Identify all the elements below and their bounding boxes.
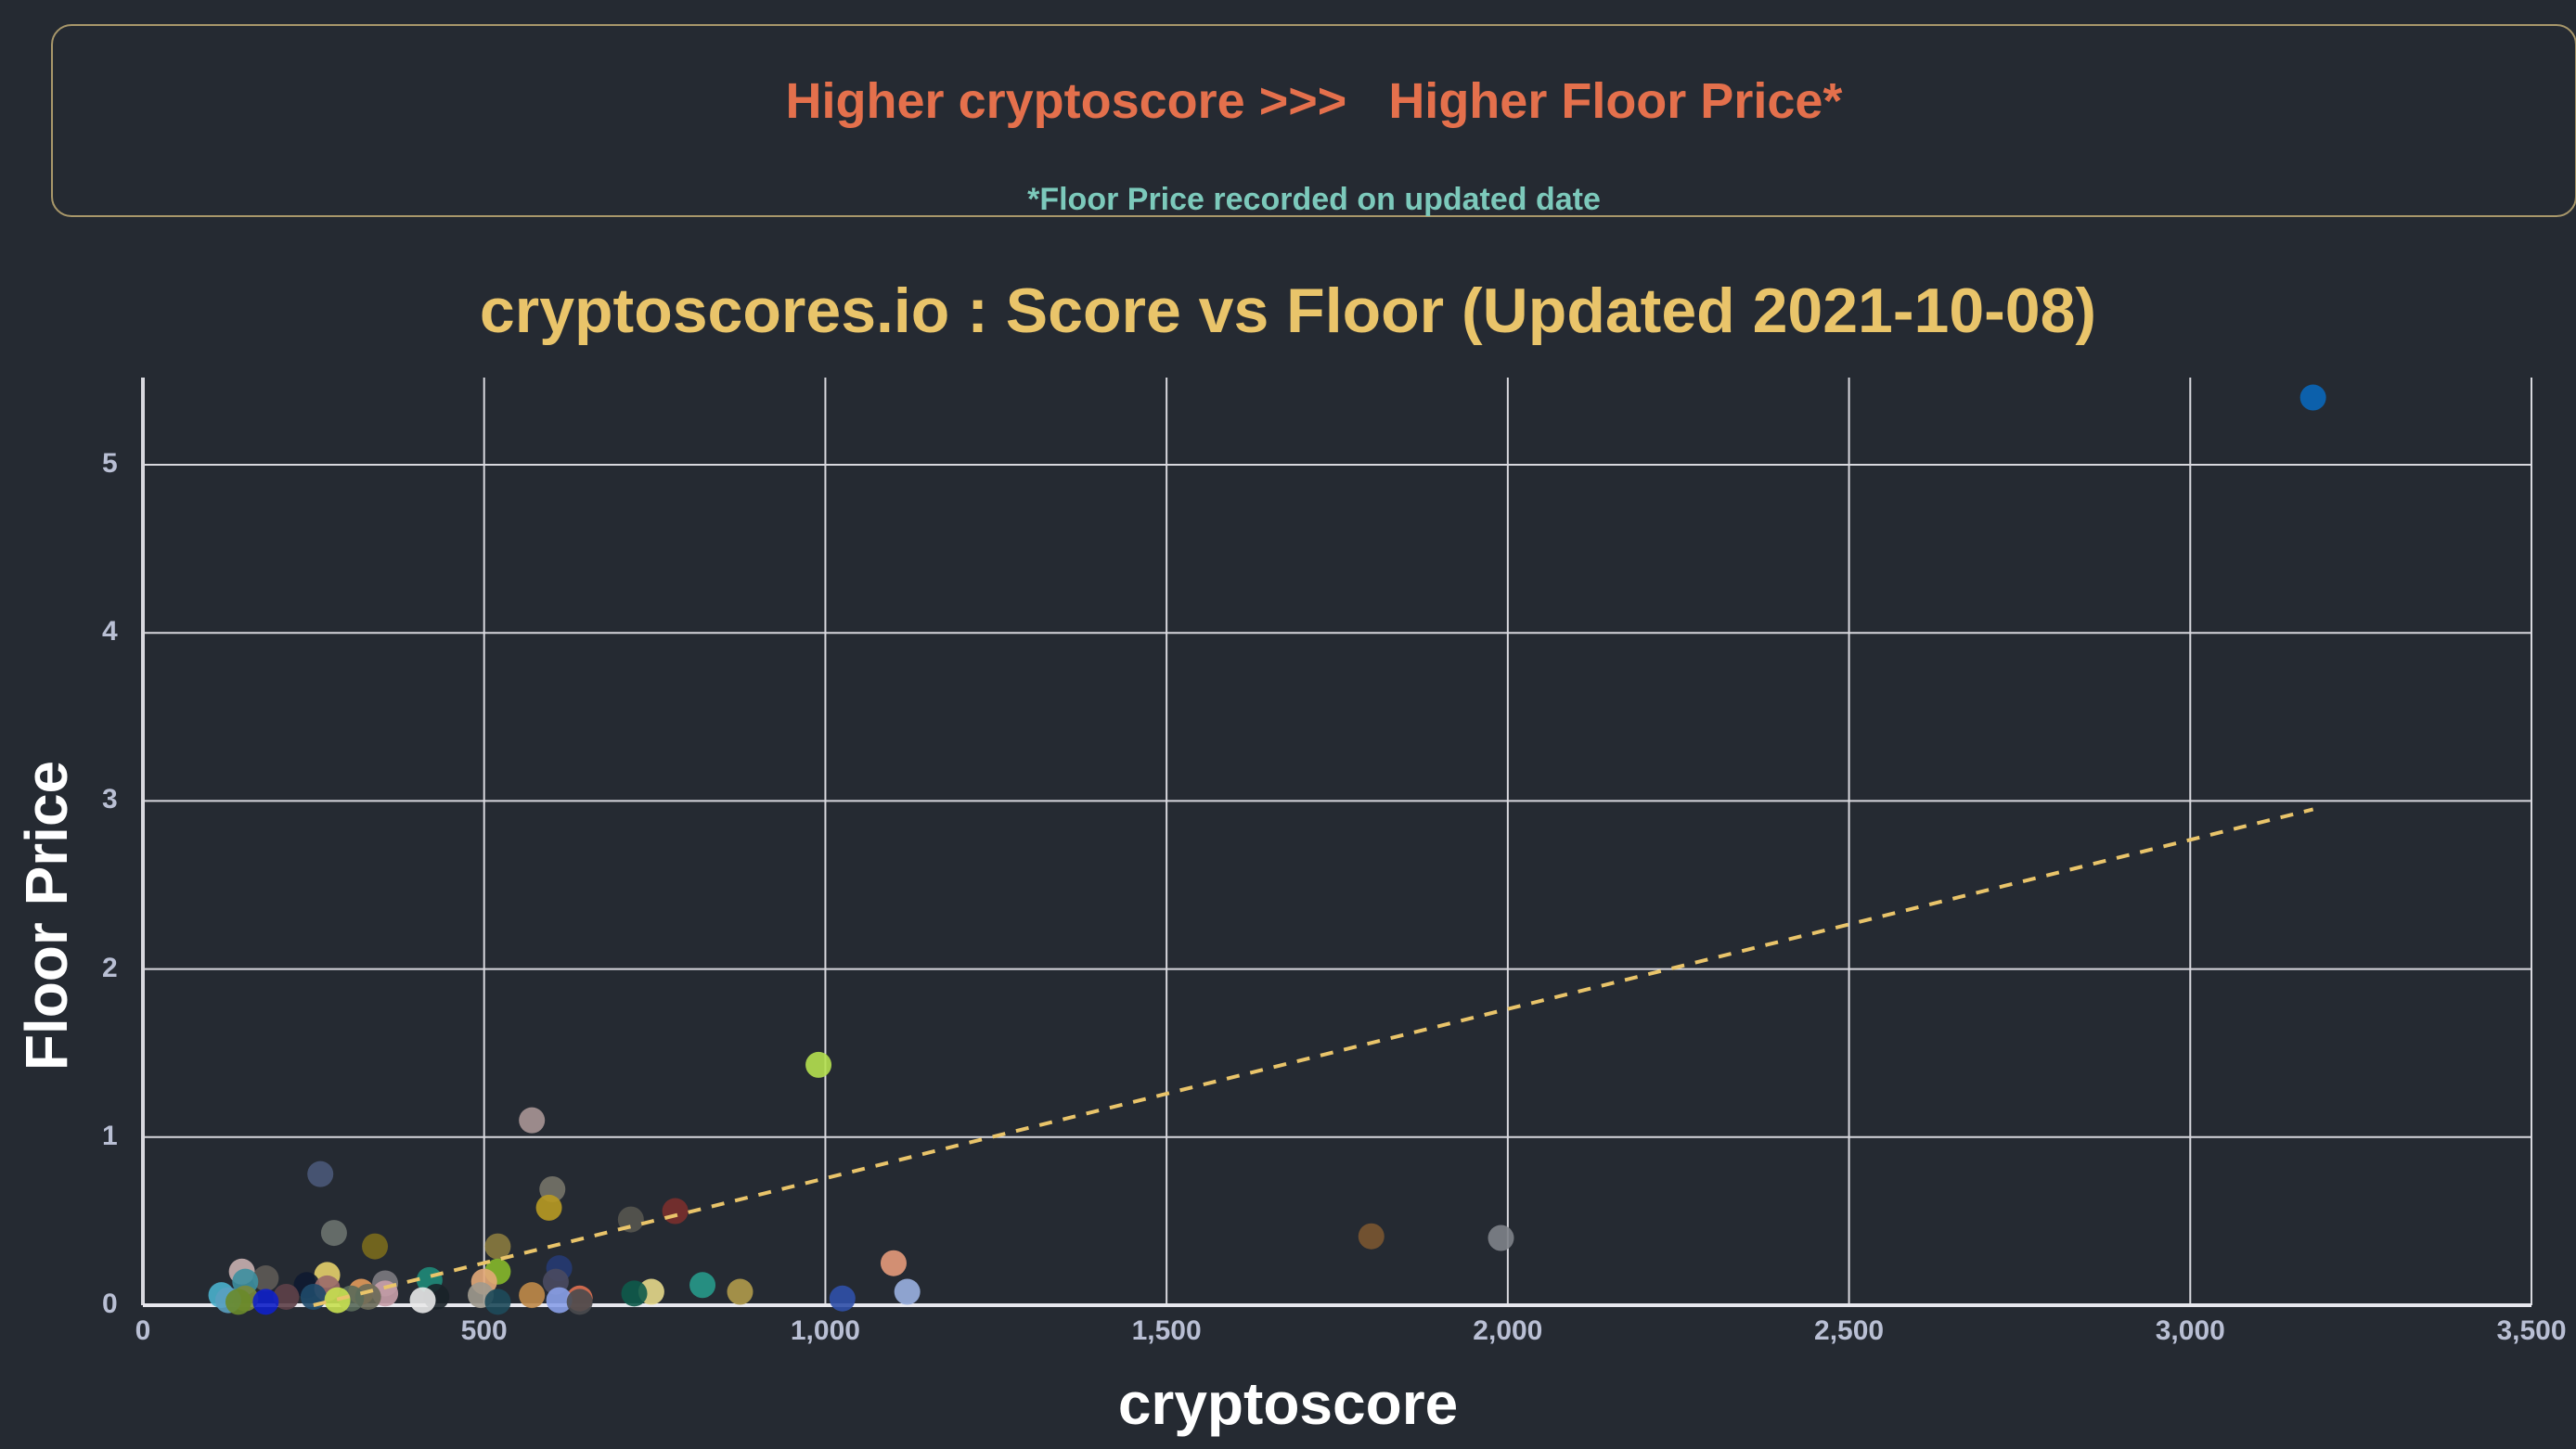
data-point[interactable]: [689, 1272, 716, 1299]
y-tick-label: 0: [102, 1289, 118, 1319]
banner-footnote: *Floor Price recorded on updated date: [1027, 182, 1601, 217]
data-point[interactable]: [829, 1285, 856, 1312]
x-tick-label: 3,500: [2496, 1315, 2567, 1346]
data-point[interactable]: [484, 1289, 511, 1315]
banner-headline: Higher cryptoscore >>> Higher Floor Pric…: [785, 73, 1843, 129]
data-point[interactable]: [300, 1283, 327, 1310]
data-point[interactable]: [484, 1233, 511, 1260]
data-point[interactable]: [894, 1278, 921, 1305]
data-point[interactable]: [2299, 384, 2326, 411]
data-point[interactable]: [880, 1250, 907, 1276]
x-tick-label: 0: [135, 1315, 151, 1346]
y-tick-label: 2: [102, 952, 118, 983]
data-point[interactable]: [252, 1265, 279, 1292]
trendline: [313, 807, 2314, 1307]
data-point[interactable]: [621, 1280, 648, 1307]
data-point[interactable]: [805, 1051, 832, 1078]
grid-lines: [141, 378, 2532, 1307]
data-point[interactable]: [307, 1160, 334, 1187]
data-point[interactable]: [617, 1206, 644, 1233]
y-tick-label: 1: [102, 1120, 118, 1151]
data-point[interactable]: [225, 1289, 251, 1315]
y-tick-label: 5: [102, 448, 118, 479]
data-point[interactable]: [519, 1282, 546, 1309]
data-point[interactable]: [1358, 1223, 1385, 1250]
y-tick-label: 4: [102, 616, 118, 648]
x-tick-label: 2,000: [1473, 1315, 1543, 1346]
data-point[interactable]: [320, 1220, 347, 1247]
data-point[interactable]: [566, 1289, 593, 1315]
data-point[interactable]: [252, 1289, 279, 1315]
x-tick-label: 3,000: [2155, 1315, 2225, 1346]
x-tick-label: 1,500: [1131, 1315, 1202, 1346]
data-point[interactable]: [1488, 1225, 1514, 1251]
data-point[interactable]: [546, 1287, 573, 1314]
data-point[interactable]: [662, 1198, 689, 1225]
data-point[interactable]: [727, 1278, 753, 1305]
data-point[interactable]: [273, 1283, 300, 1310]
x-tick-label: 2,500: [1814, 1315, 1885, 1346]
banner: Higher cryptoscore >>> Higher Floor Pric…: [51, 24, 2576, 217]
data-point[interactable]: [535, 1194, 562, 1221]
data-point[interactable]: [362, 1233, 389, 1260]
data-points: [208, 384, 2326, 1315]
x-tick-label: 500: [460, 1315, 508, 1346]
data-point[interactable]: [519, 1107, 546, 1134]
data-point[interactable]: [409, 1287, 436, 1314]
chart-title: cryptoscores.io : Score vs Floor (Update…: [479, 276, 2097, 346]
x-tick-label: 1,000: [790, 1315, 860, 1346]
y-tick-label: 3: [102, 784, 118, 815]
x-axis-label: cryptoscore: [1117, 1370, 1459, 1437]
y-axis-label: Floor Price: [13, 760, 80, 1071]
